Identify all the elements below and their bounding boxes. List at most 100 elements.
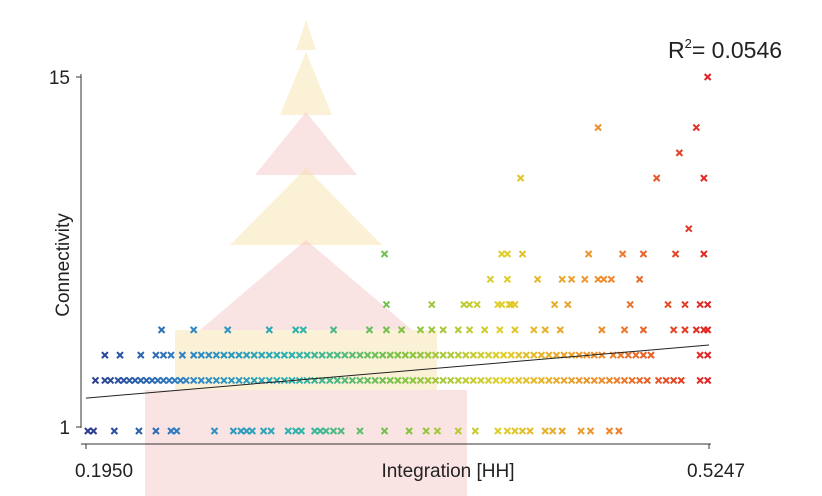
data-point xyxy=(397,326,406,334)
data-point xyxy=(618,250,627,258)
data-point xyxy=(654,376,663,385)
data-point xyxy=(401,376,410,385)
data-point xyxy=(401,351,410,359)
data-point xyxy=(125,376,134,385)
data-point xyxy=(159,351,168,359)
data-point xyxy=(626,300,634,309)
data-point xyxy=(635,275,644,283)
data-point xyxy=(465,326,474,334)
data-point xyxy=(114,376,122,385)
data-point xyxy=(671,250,680,258)
data-point xyxy=(189,326,198,334)
data-point xyxy=(560,376,568,385)
data-point xyxy=(541,427,549,435)
data-point xyxy=(424,351,432,359)
data-point xyxy=(431,376,440,385)
data-point xyxy=(594,123,602,132)
data-point xyxy=(537,376,546,385)
data-point xyxy=(635,376,644,385)
data-point xyxy=(681,300,689,309)
data-point xyxy=(454,326,462,334)
data-point xyxy=(515,376,523,385)
data-point xyxy=(484,376,493,385)
data-point xyxy=(515,351,523,359)
data-point xyxy=(165,376,173,385)
data-point xyxy=(416,351,425,359)
watermark-shape xyxy=(280,52,332,115)
data-point xyxy=(507,351,515,359)
data-point xyxy=(522,376,530,385)
data-point xyxy=(299,326,308,334)
data-point xyxy=(700,174,708,182)
data-point xyxy=(322,427,330,435)
data-point xyxy=(575,351,583,359)
y-axis-label: Connectivity xyxy=(53,213,74,317)
y-tick-label-bottom: 1 xyxy=(59,418,70,439)
data-point xyxy=(292,326,300,334)
watermark-shape xyxy=(255,112,357,175)
data-point xyxy=(220,351,228,359)
data-point xyxy=(326,376,334,385)
data-point xyxy=(235,351,243,359)
data-point xyxy=(152,351,160,359)
data-point xyxy=(703,326,712,334)
data-point xyxy=(212,351,221,359)
trendline xyxy=(85,344,710,399)
data-point xyxy=(696,351,704,359)
data-point xyxy=(494,427,502,435)
data-point xyxy=(371,351,379,359)
data-point xyxy=(550,300,559,309)
data-point xyxy=(405,427,413,435)
data-point xyxy=(590,376,599,385)
data-point xyxy=(564,300,572,309)
data-point xyxy=(433,427,442,435)
data-point xyxy=(545,351,553,359)
r-squared-value: = 0.0546 xyxy=(692,37,782,63)
data-point xyxy=(382,300,391,309)
data-point xyxy=(477,376,485,385)
data-point xyxy=(386,376,394,385)
data-point xyxy=(142,376,151,385)
data-point xyxy=(692,123,701,132)
r-squared-superscript: 2 xyxy=(685,36,692,51)
data-point xyxy=(106,376,115,385)
data-point xyxy=(530,326,538,334)
data-point xyxy=(583,376,591,385)
data-point xyxy=(310,427,319,435)
data-point xyxy=(586,427,595,435)
data-point xyxy=(258,376,266,385)
r-squared-symbol: R xyxy=(668,37,685,63)
data-point xyxy=(511,326,519,334)
x-tick-label-left: 0.1950 xyxy=(75,461,133,482)
data-point xyxy=(696,300,704,309)
data-point xyxy=(172,427,181,435)
data-point xyxy=(242,351,251,359)
data-point xyxy=(669,326,678,334)
data-point xyxy=(394,351,402,359)
data-point xyxy=(316,427,325,435)
data-point xyxy=(685,225,693,233)
data-point xyxy=(549,427,557,435)
data-point xyxy=(454,376,462,385)
data-point xyxy=(288,351,296,359)
data-point xyxy=(615,427,623,435)
data-point xyxy=(558,427,566,435)
data-point xyxy=(469,351,478,359)
data-point xyxy=(159,376,168,385)
data-point xyxy=(498,250,506,258)
data-point xyxy=(439,376,447,385)
data-point xyxy=(703,300,712,309)
data-point xyxy=(197,376,205,385)
data-point xyxy=(91,376,100,385)
data-point xyxy=(273,351,281,359)
data-point xyxy=(677,376,685,385)
data-point xyxy=(386,351,394,359)
y-tick-label-top: 15 xyxy=(49,68,70,89)
data-point xyxy=(348,351,357,359)
data-point xyxy=(567,376,576,385)
data-point xyxy=(533,275,542,283)
data-point xyxy=(382,326,391,334)
data-point xyxy=(380,250,389,258)
data-point xyxy=(378,351,387,359)
data-point xyxy=(669,376,678,385)
